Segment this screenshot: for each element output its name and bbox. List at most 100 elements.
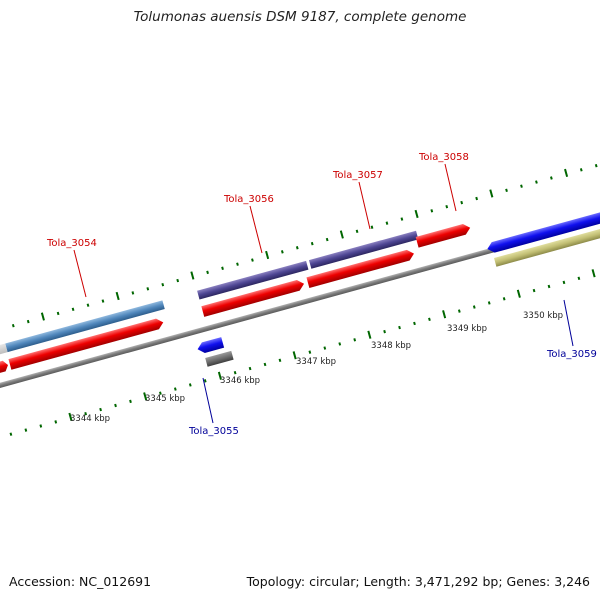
scale-label-3346: 3346 kbp bbox=[220, 376, 260, 386]
reverse-strand-tick bbox=[292, 351, 297, 360]
forward-strand-tick bbox=[355, 229, 359, 234]
gene-bar-tola-3059-feature[interactable] bbox=[494, 220, 600, 267]
reverse-strand-tick bbox=[308, 350, 312, 354]
gene-arrow-tola-3058[interactable] bbox=[415, 222, 472, 248]
reverse-strand-tick bbox=[99, 407, 102, 412]
forward-strand-tick bbox=[86, 303, 90, 307]
forward-strand-tick bbox=[370, 225, 374, 229]
gene-label-tola-3058[interactable]: Tola_3058 bbox=[418, 152, 469, 163]
gene-labels: Tola_3054 Tola_3056 Tola_3057 Tola_3058 … bbox=[46, 152, 597, 437]
reverse-strand-tick bbox=[217, 371, 222, 380]
gene-label-tola-3055[interactable]: Tola_3055 bbox=[188, 426, 239, 437]
reverse-strand-tick bbox=[323, 346, 327, 350]
gene-bar-left-edge-feature[interactable] bbox=[0, 343, 8, 358]
gene-bar-tola-3056-feature[interactable] bbox=[197, 260, 309, 300]
reverse-strand-tick bbox=[428, 317, 431, 322]
gene-arrow-tola-3059[interactable] bbox=[486, 205, 600, 254]
reverse-strand-tick bbox=[472, 305, 476, 309]
gene-arrow-tola-3056[interactable] bbox=[201, 278, 305, 317]
reverse-strand-tick bbox=[9, 432, 13, 436]
reverse-strand-tick bbox=[442, 310, 447, 319]
forward-strand-tick bbox=[505, 188, 508, 193]
scale-label-3345: 3345 kbp bbox=[145, 394, 185, 404]
leader-tola-3058 bbox=[444, 163, 457, 212]
forward-strand-tick bbox=[221, 266, 224, 270]
accession-text: Accession: NC_012691 bbox=[9, 574, 152, 589]
forward-strand-tick bbox=[489, 189, 494, 198]
reverse-strand-ticks bbox=[9, 269, 596, 436]
forward-strand-tick bbox=[310, 241, 314, 246]
scale-label-3348: 3348 kbp bbox=[371, 341, 411, 351]
forward-strand-tick bbox=[115, 291, 120, 301]
reverse-strand-tick bbox=[367, 330, 372, 339]
gene-leader-lines bbox=[73, 163, 574, 424]
forward-strand-tick bbox=[445, 205, 449, 209]
forward-strand-tick bbox=[579, 168, 583, 172]
gene-label-tola-3054[interactable]: Tola_3054 bbox=[46, 238, 97, 249]
reverse-strand-tick bbox=[487, 301, 491, 305]
forward-strand-tick bbox=[295, 246, 299, 250]
gene-bar-tola-3057-feature[interactable] bbox=[308, 230, 419, 269]
forward-strand-tick bbox=[280, 250, 284, 254]
reverse-strand-tick bbox=[24, 428, 28, 432]
forward-strand-tick bbox=[430, 209, 434, 213]
forward-strand-tick bbox=[56, 311, 60, 316]
forward-strand-tick bbox=[40, 312, 45, 321]
reverse-strand-tick bbox=[173, 387, 177, 391]
gene-arrow-tola-3055[interactable] bbox=[196, 337, 225, 354]
gene-bar-tola-3054-feature[interactable] bbox=[5, 300, 165, 353]
leader-tola-3056 bbox=[249, 205, 263, 254]
forward-strand-tick bbox=[475, 196, 479, 201]
reverse-strand-tick bbox=[188, 383, 192, 387]
genome-title: Tolumonas auensis DSM 9187, complete gen… bbox=[133, 9, 467, 25]
forward-strand-tick bbox=[11, 323, 15, 328]
forward-strand-tick bbox=[594, 163, 598, 168]
forward-strand-tick bbox=[131, 291, 135, 295]
forward-strand-tick bbox=[460, 200, 464, 205]
reverse-strand-tick bbox=[129, 399, 132, 404]
topology-text: Topology: circular; Length: 3,471,292 bp… bbox=[246, 574, 590, 589]
reverse-strand-tick bbox=[159, 391, 162, 395]
forward-strand-tick bbox=[414, 209, 419, 219]
reverse-strand-tick bbox=[248, 366, 252, 371]
forward-strand-ticks bbox=[11, 163, 598, 328]
forward-strand-tick bbox=[550, 176, 553, 180]
reverse-strand-tick bbox=[68, 412, 73, 421]
reverse-strand-tick bbox=[39, 424, 43, 428]
leader-tola-3054 bbox=[73, 249, 87, 298]
gene-label-tola-3059[interactable]: Tola_3059 bbox=[546, 349, 597, 360]
forward-strand-tick bbox=[146, 287, 150, 291]
reverse-strand-tick bbox=[263, 362, 267, 367]
forward-strand-tick bbox=[190, 271, 195, 280]
forward-strand-tick bbox=[265, 250, 270, 260]
reverse-strand-tick bbox=[547, 284, 551, 289]
leader-tola-3055 bbox=[202, 377, 214, 424]
leader-tola-3059 bbox=[563, 299, 574, 347]
gene-label-tola-3057[interactable]: Tola_3057 bbox=[332, 170, 383, 181]
gene-arrow-tola-3057[interactable] bbox=[306, 248, 415, 288]
reverse-strand-tick bbox=[143, 392, 148, 401]
scale-label-3344: 3344 kbp bbox=[70, 414, 110, 424]
forward-strand-tick bbox=[535, 180, 538, 184]
scale-labels: 3344 kbp 3345 kbp 3346 kbp 3347 kbp 3348… bbox=[70, 311, 563, 424]
forward-strand-tick bbox=[26, 319, 30, 324]
forward-strand-tick bbox=[325, 237, 329, 242]
gene-arrow-tola-3054[interactable] bbox=[8, 317, 164, 370]
gene-bar-tola-3055-feature[interactable] bbox=[205, 350, 234, 367]
reverse-strand-tick bbox=[562, 280, 566, 285]
gene-label-tola-3056[interactable]: Tola_3056 bbox=[223, 194, 274, 205]
scale-label-3350: 3350 kbp bbox=[523, 311, 563, 321]
forward-strand-tick bbox=[176, 278, 180, 283]
gene-arrow-left-edge[interactable] bbox=[0, 360, 9, 379]
reverse-strand-tick bbox=[353, 338, 357, 342]
reverse-strand-tick bbox=[338, 342, 342, 346]
forward-strand-tick bbox=[161, 282, 165, 287]
reverse-strand-tick bbox=[114, 403, 117, 408]
reverse-strand-tick bbox=[398, 325, 401, 330]
forward-strand-tick bbox=[101, 299, 105, 303]
scale-label-3347: 3347 kbp bbox=[296, 357, 336, 367]
scale-label-3349: 3349 kbp bbox=[447, 324, 487, 334]
reverse-strand-tick bbox=[84, 411, 88, 416]
